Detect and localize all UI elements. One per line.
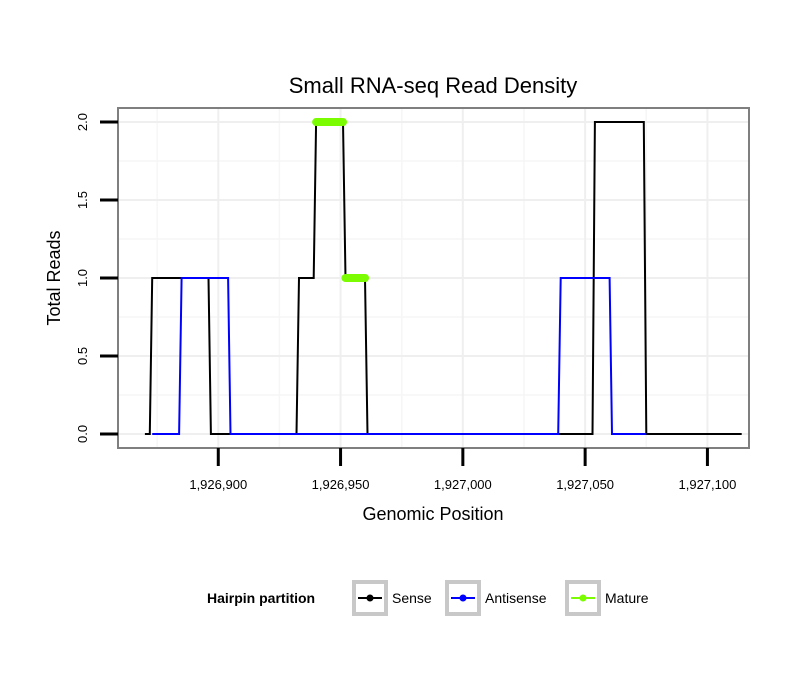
- legend-title: Hairpin partition: [207, 590, 315, 606]
- x-tick-label: 1,926,950: [312, 477, 370, 492]
- legend-label: Mature: [605, 590, 649, 606]
- series-line-antisense: [152, 277, 647, 435]
- x-tick-label: 1,927,050: [556, 477, 614, 492]
- y-tick-label: 0.5: [75, 347, 90, 365]
- x-axis: 1,926,900 1,926,950 1,927,000 1,927,050 1,92…: [189, 448, 736, 492]
- x-tick-label: 1,927,000: [434, 477, 492, 492]
- legend-key-dot: [579, 594, 587, 602]
- legend-entry-antisense: Antisense: [445, 580, 547, 616]
- series-lines: [144, 118, 742, 435]
- chart-title: Small RNA-seq Read Density: [289, 73, 578, 98]
- legend-entry-mature: Mature: [565, 580, 649, 616]
- plot-panel: [117, 107, 750, 449]
- legend-key-dot: [366, 594, 374, 602]
- legend-entry-sense: Sense: [352, 580, 432, 616]
- y-axis-title: Total Reads: [44, 230, 64, 325]
- legend-entries: Sense Antisense Mature: [352, 580, 649, 616]
- legend-key-dot: [459, 594, 467, 602]
- y-tick-label: 1.5: [75, 191, 90, 209]
- x-axis-title: Genomic Position: [362, 504, 503, 524]
- x-tick-label: 1,926,900: [189, 477, 247, 492]
- y-tick-label: 2.0: [75, 113, 90, 131]
- y-tick-label: 1.0: [75, 269, 90, 287]
- x-tick-label: 1,927,100: [679, 477, 737, 492]
- legend-label: Antisense: [485, 590, 547, 606]
- y-axis: 0.0 0.5 1.0 1.5 2.0: [75, 113, 118, 443]
- legend: Hairpin partition Sense Antisense Mature: [207, 580, 649, 616]
- y-tick-label: 0.0: [75, 425, 90, 443]
- legend-label: Sense: [392, 590, 432, 606]
